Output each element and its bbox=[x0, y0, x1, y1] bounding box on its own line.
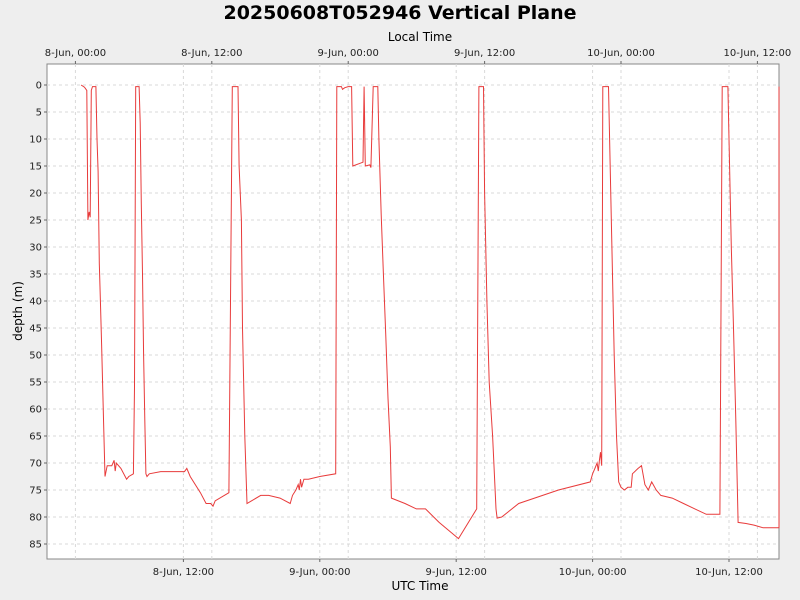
y-tick-label: 35 bbox=[29, 270, 42, 281]
left-axis: 0 5 10 15 20 25 30 35 40 45 50 55 60 65 70 75 80 85 bbox=[29, 81, 47, 551]
y-tick-label: 40 bbox=[29, 297, 42, 308]
x-tick-label: 9-Jun, 00:00 bbox=[289, 567, 350, 578]
top-axis-label: Local Time bbox=[388, 30, 452, 44]
y-tick-label: 55 bbox=[29, 378, 42, 389]
y-tick-label: 85 bbox=[29, 540, 42, 551]
x-tick-label: 8-Jun, 12:00 bbox=[153, 567, 214, 578]
top-tick-label: 10-Jun, 00:00 bbox=[587, 48, 655, 59]
chart-title: 20250608T052946 Vertical Plane bbox=[223, 2, 577, 24]
top-tick-label: 10-Jun, 12:00 bbox=[724, 48, 792, 59]
y-tick-label: 50 bbox=[29, 351, 42, 362]
y-tick-label: 20 bbox=[29, 189, 42, 200]
y-tick-label: 15 bbox=[29, 162, 42, 173]
top-tick-label: 8-Jun, 00:00 bbox=[45, 48, 106, 59]
x-tick-label: 10-Jun, 00:00 bbox=[559, 567, 627, 578]
plot-area bbox=[46, 63, 780, 560]
y-tick-label: 45 bbox=[29, 324, 42, 335]
grid bbox=[47, 64, 779, 559]
y-axis-label: depth (m) bbox=[11, 281, 25, 341]
depth-series-line bbox=[80, 84, 780, 540]
y-tick-label: 25 bbox=[29, 216, 42, 227]
y-tick-label: 10 bbox=[29, 135, 42, 146]
y-tick-label: 0 bbox=[36, 81, 42, 92]
top-tick-label: 9-Jun, 00:00 bbox=[318, 48, 379, 59]
x-tick-label: 9-Jun, 12:00 bbox=[426, 567, 487, 578]
x-axis-label: UTC Time bbox=[392, 579, 449, 593]
y-tick-label: 75 bbox=[29, 486, 42, 497]
y-tick-label: 70 bbox=[29, 459, 42, 470]
bottom-axis: 8-Jun, 12:00 9-Jun, 00:00 9-Jun, 12:00 10-J… bbox=[153, 559, 763, 578]
y-tick-label: 5 bbox=[36, 108, 42, 119]
y-tick-label: 30 bbox=[29, 243, 42, 254]
top-tick-label: 8-Jun, 12:00 bbox=[181, 48, 242, 59]
top-tick-label: 9-Jun, 12:00 bbox=[454, 48, 515, 59]
top-axis: 8-Jun, 00:00 8-Jun, 12:00 9-Jun, 00:00 9-Ju… bbox=[45, 48, 792, 64]
y-tick-label: 65 bbox=[29, 432, 42, 443]
y-tick-label: 60 bbox=[29, 405, 42, 416]
y-tick-label: 80 bbox=[29, 513, 42, 524]
x-tick-label: 10-Jun, 12:00 bbox=[695, 567, 763, 578]
